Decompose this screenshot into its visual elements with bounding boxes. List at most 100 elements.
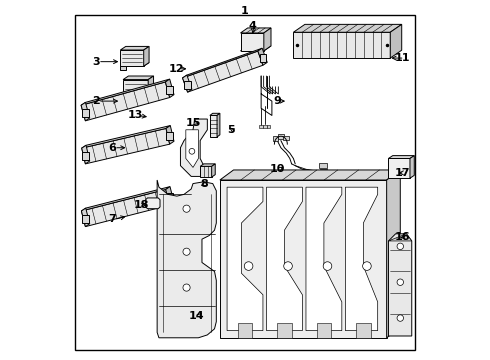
Circle shape [363, 262, 371, 270]
Text: 8: 8 [200, 179, 208, 189]
Text: 14: 14 [189, 311, 204, 321]
Polygon shape [356, 323, 370, 338]
Polygon shape [157, 180, 216, 338]
Polygon shape [220, 180, 387, 338]
Text: 1: 1 [241, 6, 249, 17]
Polygon shape [294, 24, 402, 32]
Circle shape [189, 148, 195, 154]
Polygon shape [167, 193, 173, 201]
Polygon shape [200, 164, 215, 166]
Text: 3: 3 [92, 57, 100, 67]
Polygon shape [258, 48, 267, 65]
Text: 5: 5 [227, 125, 235, 135]
Polygon shape [241, 46, 271, 51]
Polygon shape [82, 126, 171, 148]
Polygon shape [184, 81, 191, 89]
Polygon shape [81, 79, 170, 105]
Text: 16: 16 [395, 232, 411, 242]
Text: 17: 17 [395, 168, 411, 178]
Polygon shape [317, 323, 331, 338]
Bar [283, 135, 289, 140]
Bar [278, 134, 284, 139]
Polygon shape [389, 234, 412, 241]
Circle shape [397, 243, 403, 249]
Text: 2: 2 [92, 96, 100, 106]
Polygon shape [167, 86, 173, 94]
Polygon shape [389, 158, 410, 178]
Polygon shape [389, 234, 412, 336]
Polygon shape [217, 113, 220, 137]
Text: 9: 9 [273, 96, 281, 106]
Polygon shape [210, 113, 220, 116]
Polygon shape [220, 170, 400, 180]
Polygon shape [227, 187, 263, 330]
Polygon shape [294, 32, 390, 58]
Polygon shape [82, 109, 89, 117]
Polygon shape [167, 132, 173, 140]
Text: 13: 13 [128, 111, 143, 121]
Polygon shape [82, 129, 170, 164]
Polygon shape [345, 187, 378, 330]
Polygon shape [123, 98, 128, 102]
Polygon shape [260, 54, 266, 62]
Polygon shape [121, 46, 149, 50]
Polygon shape [81, 189, 170, 226]
Polygon shape [264, 28, 271, 51]
Polygon shape [81, 82, 170, 121]
Polygon shape [121, 66, 126, 71]
Polygon shape [166, 79, 174, 98]
Bar [318, 163, 327, 168]
Polygon shape [183, 48, 262, 78]
Polygon shape [166, 126, 174, 144]
Polygon shape [82, 145, 90, 164]
Text: 12: 12 [169, 64, 185, 74]
Polygon shape [389, 156, 414, 158]
Text: 18: 18 [133, 200, 149, 210]
Polygon shape [123, 80, 148, 98]
Polygon shape [166, 186, 174, 205]
Polygon shape [241, 33, 264, 51]
Polygon shape [200, 166, 212, 177]
Bar [267, 125, 270, 128]
Polygon shape [186, 130, 198, 167]
Polygon shape [183, 51, 263, 92]
Circle shape [397, 315, 403, 321]
Polygon shape [410, 156, 414, 178]
Polygon shape [210, 116, 217, 137]
Circle shape [183, 284, 190, 291]
Circle shape [183, 205, 190, 212]
Circle shape [397, 279, 403, 285]
Text: 15: 15 [185, 118, 201, 128]
Polygon shape [123, 94, 153, 98]
Polygon shape [121, 50, 144, 66]
Polygon shape [82, 152, 89, 160]
Text: 11: 11 [395, 53, 411, 63]
Polygon shape [144, 46, 149, 66]
Polygon shape [123, 76, 153, 80]
Polygon shape [81, 208, 90, 226]
Polygon shape [238, 323, 252, 338]
Polygon shape [148, 76, 153, 98]
Text: 10: 10 [270, 164, 285, 174]
Polygon shape [306, 187, 342, 330]
Polygon shape [183, 75, 192, 92]
Circle shape [284, 262, 293, 270]
Circle shape [183, 248, 190, 255]
Polygon shape [277, 323, 292, 338]
Polygon shape [121, 63, 149, 66]
Text: 7: 7 [108, 215, 116, 224]
Polygon shape [146, 198, 160, 209]
Polygon shape [267, 187, 302, 330]
Text: 6: 6 [108, 143, 116, 153]
Polygon shape [241, 28, 271, 33]
Polygon shape [180, 119, 207, 176]
Polygon shape [81, 186, 170, 211]
Bar [259, 125, 263, 128]
Bar [272, 136, 278, 140]
Bar [319, 169, 327, 176]
Polygon shape [82, 215, 89, 223]
Circle shape [323, 262, 332, 270]
Polygon shape [387, 170, 400, 338]
Polygon shape [390, 24, 402, 58]
Circle shape [245, 262, 253, 270]
